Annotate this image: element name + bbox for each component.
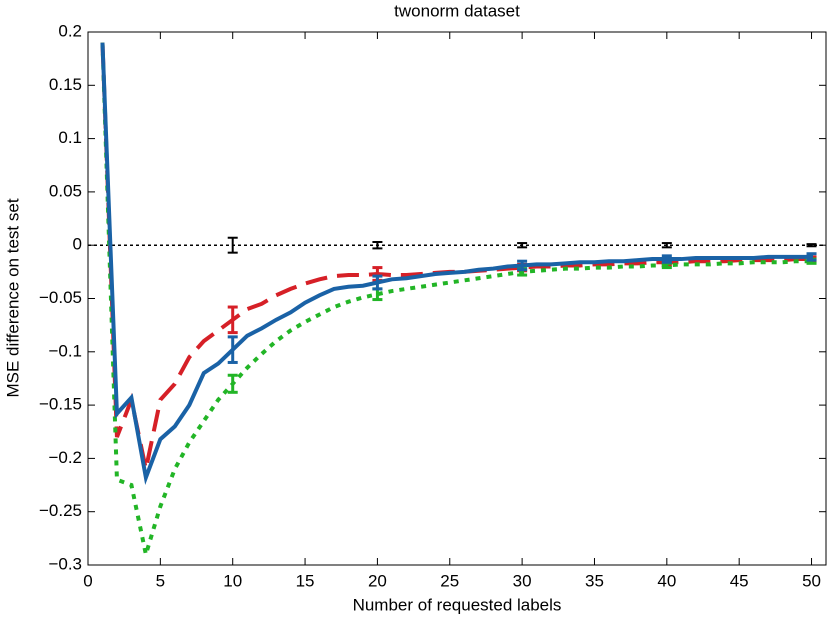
x-tick-label: 10 (223, 571, 242, 590)
x-tick-label: 30 (513, 571, 532, 590)
x-tick-label: 0 (83, 571, 92, 590)
y-axis-label: MSE difference on test set (3, 198, 22, 397)
reference-error-bar (661, 242, 672, 249)
x-tick-label: 5 (156, 571, 165, 590)
error-bar (517, 259, 528, 272)
x-tick-label: 50 (802, 571, 821, 590)
y-tick-label: 0 (73, 235, 82, 254)
y-tick-label: 0.05 (49, 181, 82, 200)
error-bar (806, 252, 817, 262)
error-bar (661, 254, 672, 264)
x-axis-label: Number of requested labels (353, 595, 562, 614)
y-tick-label: −0.2 (48, 448, 82, 467)
y-tick-label: 0.1 (58, 128, 82, 147)
x-tick-label: 45 (730, 571, 749, 590)
reference-error-bar (227, 236, 238, 254)
y-tick-label: −0.25 (39, 501, 82, 520)
x-tick-label: 20 (368, 571, 387, 590)
y-tick-label: −0.3 (48, 554, 82, 573)
y-tick-label: −0.15 (39, 395, 82, 414)
y-tick-label: −0.1 (48, 341, 82, 360)
series-line (100, 42, 812, 470)
y-tick-label: −0.05 (39, 288, 82, 307)
chart-title: twonorm dataset (394, 1, 520, 20)
series-line (100, 42, 812, 486)
x-tick-label: 35 (585, 571, 604, 590)
x-tick-label: 15 (296, 571, 315, 590)
error-bar (227, 373, 238, 394)
y-tick-label: 0.2 (58, 21, 82, 40)
y-tick-label: 0.15 (49, 75, 82, 94)
reference-error-bar (806, 243, 817, 248)
reference-error-bar (372, 241, 383, 250)
x-tick-label: 25 (440, 571, 459, 590)
error-bar (227, 305, 238, 335)
error-bar (227, 335, 238, 364)
series-line (100, 42, 812, 555)
error-bar (372, 274, 383, 291)
reference-error-bar (517, 242, 528, 249)
plot-frame (87, 31, 827, 566)
x-tick-label: 40 (657, 571, 676, 590)
